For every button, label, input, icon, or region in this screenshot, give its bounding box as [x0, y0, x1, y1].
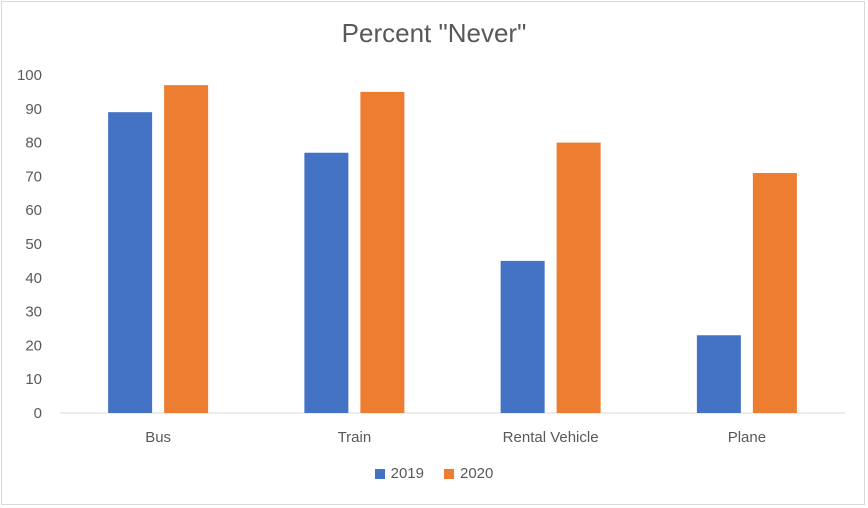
bar-bus-2019 [108, 112, 153, 414]
y-tick-label: 80 [25, 135, 42, 152]
y-tick-label: 0 [34, 405, 42, 422]
legend: 2019 2020 [0, 465, 868, 482]
bar-train-2020 [360, 91, 405, 414]
legend-label: 2020 [460, 465, 494, 482]
legend-label: 2019 [390, 465, 424, 482]
x-category-label: Rental Vehicle [503, 429, 599, 446]
y-tick-label: 50 [25, 236, 42, 253]
y-tick-label: 90 [25, 101, 42, 118]
x-category-label: Train [338, 429, 372, 446]
bar-plane-2019 [696, 335, 741, 413]
bar-train-2019 [304, 152, 349, 414]
y-tick-label: 10 [25, 371, 42, 388]
y-tick-label: 20 [25, 337, 42, 354]
bar-rental-vehicle-2020 [556, 142, 601, 413]
y-tick-label: 60 [25, 202, 42, 219]
bar-rental-vehicle-2019 [500, 260, 545, 413]
bars-group [108, 85, 797, 414]
legend-item: 2020 [444, 465, 493, 482]
bar-bus-2020 [164, 85, 209, 413]
x-category-label: Bus [145, 429, 171, 446]
y-axis: 0 10 20 30 40 50 60 70 80 90 100 [17, 67, 42, 422]
y-tick-label: 30 [25, 304, 42, 321]
chart-title: Percent "Never" [341, 18, 527, 48]
legend-item: 2019 [374, 465, 424, 482]
y-tick-label: 100 [17, 67, 42, 84]
x-category-label: Plane [728, 429, 766, 446]
y-tick-label: 70 [25, 168, 42, 185]
legend-swatch [374, 468, 385, 479]
x-axis-labels: Bus Train Rental Vehicle Plane [145, 429, 766, 446]
bar-plane-2020 [752, 173, 797, 413]
legend-swatch [444, 468, 454, 479]
y-tick-label: 40 [25, 270, 42, 287]
